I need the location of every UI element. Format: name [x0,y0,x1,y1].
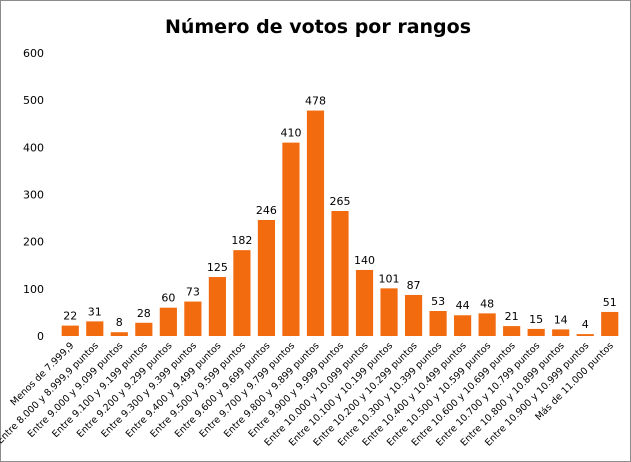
bar [478,313,496,336]
bar [380,288,398,336]
bar [184,301,202,336]
data-label: 15 [529,313,543,326]
data-label: 14 [554,313,568,326]
data-label: 21 [505,310,519,323]
y-tick-label: 400 [23,141,44,154]
data-label: 48 [480,297,494,310]
y-tick-label: 200 [23,236,44,249]
data-label: 60 [161,292,175,305]
bar [552,329,570,336]
bar [110,332,128,336]
data-label: 182 [231,234,252,247]
bar [306,110,325,336]
bar [454,315,472,336]
bar [282,142,300,336]
data-label: 51 [603,296,617,309]
bar [257,219,276,336]
bar [503,326,521,336]
data-label: 478 [305,95,326,108]
data-label: 53 [431,295,445,308]
bar [208,277,226,336]
data-label: 125 [207,261,228,274]
y-axis-ticks: 0 100 200 300 400 500 600 [23,47,44,343]
bars [61,110,619,336]
data-label: 73 [186,286,200,299]
data-label: 101 [379,272,400,285]
y-tick-label: 0 [37,330,44,343]
y-tick-label: 300 [23,189,44,202]
data-label: 8 [116,316,123,329]
data-label: 265 [330,195,351,208]
y-tick-label: 100 [23,283,44,296]
y-tick-label: 600 [23,47,44,60]
chart-title: Número de votos por rangos [165,16,471,38]
data-label: 44 [456,299,470,312]
bar [159,307,177,336]
bar [601,311,619,336]
bar [576,334,594,336]
y-tick-label: 500 [23,94,44,107]
bar [527,328,545,336]
bar [429,311,447,336]
data-label: 28 [137,307,151,320]
bar [86,321,104,336]
bar [233,250,251,336]
data-label: 246 [256,204,277,217]
bar [135,322,153,336]
bar [331,211,349,336]
data-label: 31 [88,305,102,318]
data-labels: 22 31 8 28 60 73 125 182 246 410 478 265 140 101 87 53 4… [63,95,616,332]
data-label: 22 [63,310,77,323]
bar [404,294,423,336]
data-label: 4 [582,318,589,331]
bar [355,269,374,336]
data-label: 140 [354,254,375,267]
data-label: 410 [280,127,301,140]
data-label: 87 [407,279,421,292]
bar [61,325,79,336]
